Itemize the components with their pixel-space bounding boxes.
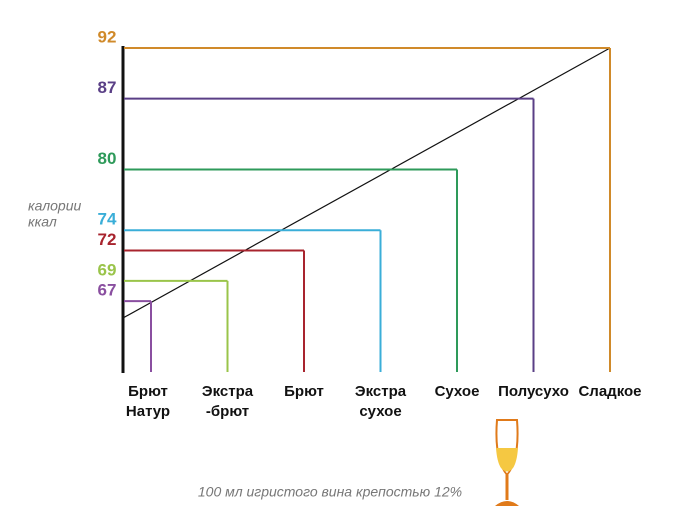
diagonal bbox=[122, 47, 611, 319]
x-tick-label: -брют bbox=[206, 403, 249, 420]
x-tick-label: сухое bbox=[359, 403, 401, 420]
x-tick-label: Сладкое bbox=[578, 383, 641, 400]
footnote: 100 мл игристого вина крепостью 12% bbox=[198, 484, 462, 500]
value-label: 80 bbox=[98, 149, 117, 168]
x-tick-label: Брют bbox=[128, 383, 168, 400]
y-label: ккал bbox=[28, 214, 57, 230]
value-label: 87 bbox=[98, 78, 117, 97]
value-label: 74 bbox=[98, 210, 117, 229]
x-tick-label: Сухое bbox=[435, 383, 480, 400]
x-tick-label: Полусухо bbox=[498, 383, 569, 400]
x-tick-label: Экстра bbox=[202, 383, 254, 400]
wine-glass-icon bbox=[495, 419, 519, 506]
value-label: 69 bbox=[98, 260, 117, 279]
x-tick-label: Экстра bbox=[355, 383, 407, 400]
value-label: 92 bbox=[98, 27, 117, 46]
y-label: калории bbox=[28, 198, 81, 214]
value-label: 67 bbox=[98, 281, 117, 300]
x-tick-label: Натур bbox=[126, 403, 170, 420]
value-label: 72 bbox=[98, 230, 117, 249]
x-tick-label: Брют bbox=[284, 383, 324, 400]
